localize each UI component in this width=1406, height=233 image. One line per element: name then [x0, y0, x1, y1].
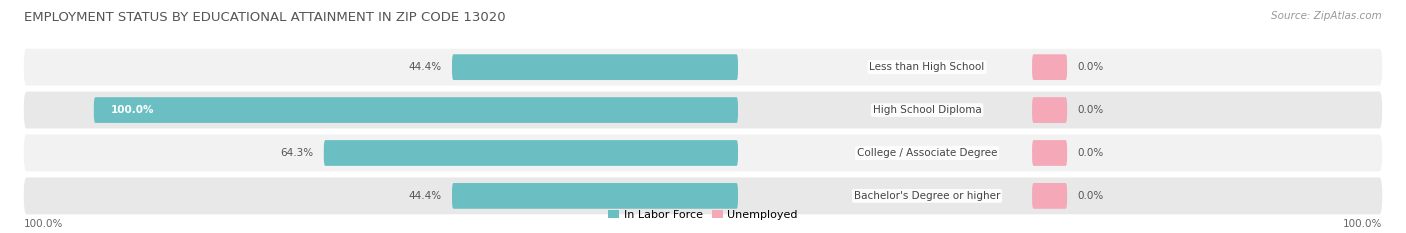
Text: 0.0%: 0.0%: [1077, 148, 1104, 158]
Text: 64.3%: 64.3%: [280, 148, 314, 158]
FancyBboxPatch shape: [1032, 97, 1067, 123]
Text: 0.0%: 0.0%: [1077, 105, 1104, 115]
FancyBboxPatch shape: [1032, 54, 1067, 80]
FancyBboxPatch shape: [323, 140, 738, 166]
FancyBboxPatch shape: [1032, 183, 1067, 209]
Text: 44.4%: 44.4%: [408, 191, 441, 201]
FancyBboxPatch shape: [24, 92, 1382, 129]
FancyBboxPatch shape: [24, 134, 1382, 171]
FancyBboxPatch shape: [451, 183, 738, 209]
Text: College / Associate Degree: College / Associate Degree: [856, 148, 997, 158]
Text: 0.0%: 0.0%: [1077, 191, 1104, 201]
FancyBboxPatch shape: [451, 54, 738, 80]
Legend: In Labor Force, Unemployed: In Labor Force, Unemployed: [603, 206, 803, 225]
Text: 100.0%: 100.0%: [24, 219, 63, 229]
Text: Bachelor's Degree or higher: Bachelor's Degree or higher: [853, 191, 1000, 201]
Text: 0.0%: 0.0%: [1077, 62, 1104, 72]
FancyBboxPatch shape: [1032, 140, 1067, 166]
Text: EMPLOYMENT STATUS BY EDUCATIONAL ATTAINMENT IN ZIP CODE 13020: EMPLOYMENT STATUS BY EDUCATIONAL ATTAINM…: [24, 11, 505, 24]
Text: 100.0%: 100.0%: [111, 105, 155, 115]
Text: 44.4%: 44.4%: [408, 62, 441, 72]
Text: Less than High School: Less than High School: [869, 62, 984, 72]
Text: Source: ZipAtlas.com: Source: ZipAtlas.com: [1271, 11, 1382, 21]
FancyBboxPatch shape: [24, 49, 1382, 86]
FancyBboxPatch shape: [24, 178, 1382, 214]
Text: High School Diploma: High School Diploma: [873, 105, 981, 115]
FancyBboxPatch shape: [94, 97, 738, 123]
Text: 100.0%: 100.0%: [1343, 219, 1382, 229]
